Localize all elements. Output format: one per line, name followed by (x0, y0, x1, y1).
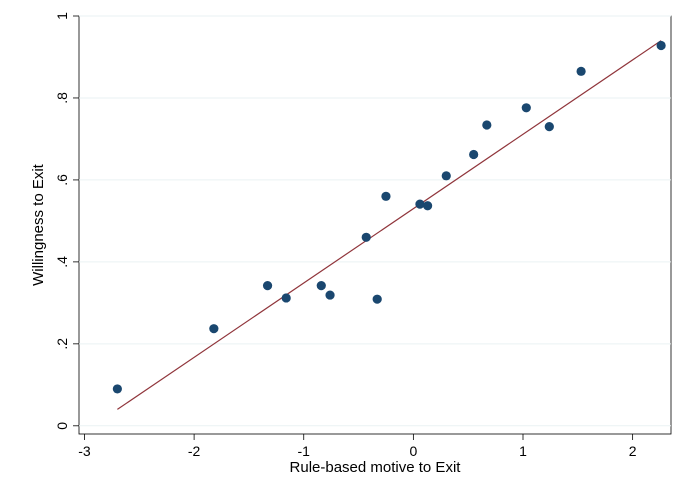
x-axis-title: Rule-based motive to Exit (290, 459, 462, 476)
fit-line-group (117, 40, 662, 410)
y-tick-label: .8 (54, 92, 70, 104)
x-axis: -3 -2 -1 0 1 2 (78, 434, 637, 459)
scatter-point (325, 290, 335, 300)
y-axis: 0 .2 .4 .6 .8 1 (54, 12, 79, 430)
x-tick-label: -2 (188, 443, 201, 459)
scatter-point (112, 384, 122, 394)
data-points (112, 40, 666, 394)
grid-lines (79, 15, 671, 427)
scatter-point (576, 66, 586, 76)
scatter-point (316, 281, 326, 291)
scatter-point (281, 293, 291, 303)
scatter-point (262, 281, 273, 291)
y-tick-label: .6 (54, 174, 70, 186)
x-tick-label: 0 (409, 443, 417, 459)
scatter-point (656, 40, 666, 51)
y-tick-label: .2 (54, 338, 70, 350)
scatter-point (381, 191, 391, 201)
scatter-point (209, 324, 219, 334)
fitted-line (117, 40, 662, 410)
scatter-point (441, 171, 451, 181)
y-tick-label: 1 (54, 12, 70, 20)
plot-area (78, 15, 672, 435)
scatter-point (482, 120, 492, 130)
x-tick-label: -3 (78, 443, 91, 459)
scatter-point (521, 103, 531, 113)
x-tick-label: -1 (298, 443, 311, 459)
scatter-point (423, 201, 433, 211)
x-tick-label: 1 (519, 443, 527, 459)
y-tick-label: 0 (54, 422, 70, 430)
x-tick-label: 2 (629, 443, 637, 459)
scatter-point (544, 122, 554, 132)
y-axis-title: Willingness to Exit (30, 163, 47, 286)
scatter-point (361, 232, 371, 242)
y-tick-label: .4 (54, 256, 70, 268)
scatter-point (372, 294, 382, 304)
scatter-point (415, 199, 425, 209)
scatter-point (469, 149, 479, 160)
